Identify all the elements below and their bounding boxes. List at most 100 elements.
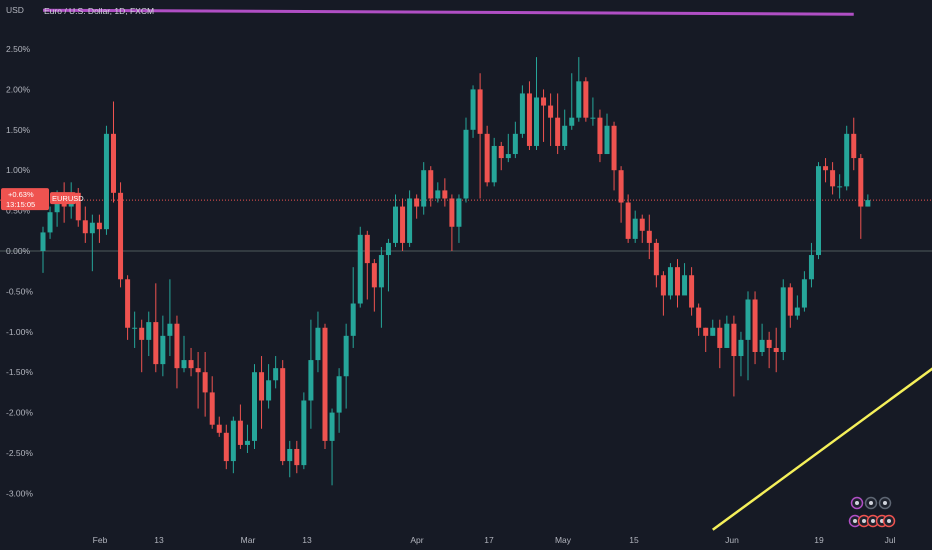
- candle-body: [371, 263, 377, 288]
- candle: [569, 73, 575, 130]
- candle-body: [703, 327, 709, 336]
- candle-body: [618, 170, 624, 203]
- candle-body: [400, 206, 406, 243]
- candle-body: [583, 81, 589, 118]
- candle-body: [308, 360, 314, 401]
- candle: [414, 194, 420, 219]
- candle-body: [449, 198, 455, 227]
- yellow-trend-line[interactable]: [712, 349, 932, 531]
- candle: [89, 214, 95, 272]
- candle-body: [160, 335, 166, 365]
- x-axis: Feb 13 Mar 13 Apr 17 May 15 Jun 19 Jul: [93, 535, 896, 545]
- candle: [710, 319, 716, 336]
- candle: [428, 166, 434, 207]
- candle: [378, 246, 384, 328]
- x-tick-label: Jun: [725, 535, 739, 545]
- candle: [675, 259, 680, 308]
- indicator-icons[interactable]: [848, 496, 896, 528]
- candle: [181, 335, 187, 373]
- candle-body: [632, 218, 638, 239]
- candle: [407, 190, 413, 247]
- candle: [794, 295, 800, 320]
- candle-body: [646, 230, 652, 243]
- candle-body: [745, 299, 751, 340]
- candle: [132, 311, 138, 348]
- candle-body: [604, 125, 610, 155]
- candle-body: [611, 125, 617, 171]
- candle-body: [823, 166, 829, 171]
- candle-body: [731, 323, 737, 357]
- candle-body: [816, 166, 821, 256]
- candle: [731, 315, 737, 397]
- candle-body: [625, 202, 631, 239]
- candle-body: [484, 133, 490, 183]
- candle-body: [569, 117, 575, 126]
- candle-body: [336, 376, 342, 413]
- y-tick-label: -1.50%: [6, 367, 33, 377]
- y-tick-label: 0.00%: [6, 246, 31, 256]
- candle: [301, 392, 307, 470]
- candle: [576, 57, 582, 122]
- candle-body: [858, 158, 864, 207]
- candle: [646, 214, 652, 260]
- candle: [252, 364, 257, 449]
- symbol-title[interactable]: Euro / U.S. Dollar, 1D, FXCM: [44, 6, 154, 16]
- candle: [724, 315, 730, 348]
- candle-body: [322, 327, 328, 441]
- candle-body: [378, 255, 384, 288]
- x-tick-label: Feb: [93, 535, 108, 545]
- candle-body: [576, 81, 582, 118]
- candle-body: [259, 372, 265, 401]
- candle: [787, 283, 793, 328]
- candle-body: [738, 339, 744, 357]
- x-tick-label: 13: [154, 535, 164, 545]
- candle-body: [287, 448, 293, 462]
- candle: [696, 303, 702, 336]
- candle: [632, 210, 638, 243]
- candle: [660, 271, 666, 316]
- candle: [463, 117, 469, 203]
- candle-body: [717, 327, 723, 348]
- x-tick-label: Mar: [241, 535, 256, 545]
- candle: [139, 319, 145, 373]
- candle: [160, 315, 166, 377]
- y-tick-label: 0.50%: [6, 206, 31, 216]
- candle-body: [174, 323, 180, 369]
- candle-body: [252, 372, 257, 441]
- candle: [667, 263, 673, 300]
- purple-trend-line[interactable]: [42, 8, 854, 16]
- candle: [280, 360, 286, 466]
- candle: [562, 109, 568, 150]
- candle-body: [209, 392, 215, 425]
- y-tick-label: -3.00%: [6, 488, 33, 498]
- candle-body: [96, 222, 102, 230]
- candle-body: [266, 380, 272, 401]
- candle: [287, 440, 293, 478]
- candle-body: [357, 234, 363, 304]
- y-tick-label: -1.00%: [6, 327, 33, 337]
- candle-body: [40, 232, 46, 251]
- candle: [237, 404, 243, 449]
- candle: [780, 279, 786, 361]
- candle: [844, 125, 850, 191]
- candle-body: [47, 212, 53, 233]
- candle-body: [435, 190, 441, 199]
- candle-body: [837, 186, 843, 188]
- x-tick-label: Apr: [410, 535, 423, 545]
- x-tick-label: 19: [814, 535, 824, 545]
- y-tick-label: -2.00%: [6, 408, 33, 418]
- candle-body: [689, 275, 695, 308]
- candle: [146, 311, 152, 357]
- candle-body: [315, 327, 321, 361]
- candle: [336, 368, 342, 433]
- candle: [512, 121, 518, 159]
- price-tag-countdown: 13:15:05: [6, 200, 35, 209]
- indicator-icon-dot: [887, 519, 891, 523]
- candle-body: [597, 117, 603, 155]
- candle: [534, 57, 539, 150]
- candle-body: [766, 339, 772, 348]
- candle-body: [470, 89, 476, 130]
- indicator-icon-dot: [855, 501, 859, 505]
